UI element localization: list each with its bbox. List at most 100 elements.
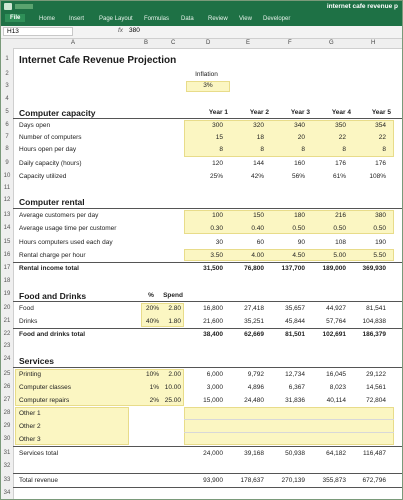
cell-value[interactable]: 5.00 (333, 252, 346, 259)
cell-value[interactable]: 380 (375, 212, 386, 219)
row-header[interactable]: 34 (3, 490, 11, 496)
column-header-b[interactable]: B (144, 40, 149, 46)
function-icon[interactable]: fx (118, 27, 124, 34)
cell-value[interactable]: 4.50 (292, 252, 305, 259)
row-label[interactable]: Other 3 (19, 436, 41, 443)
quick-access-toolbar[interactable] (15, 4, 33, 9)
cell-value[interactable]: 15 (215, 134, 223, 141)
column-header-a[interactable]: A (71, 40, 76, 46)
row-header[interactable]: 2 (5, 71, 9, 77)
rental-input-area-bottom[interactable] (184, 249, 394, 261)
cell-value[interactable]: 150 (253, 212, 264, 219)
cell-value[interactable]: 300 (212, 122, 223, 129)
tab-file[interactable]: File (5, 14, 26, 22)
cell-value[interactable]: 100 (212, 212, 223, 219)
cell-value[interactable]: 22 (338, 134, 346, 141)
tab-page-layout[interactable]: Page Layout (99, 16, 133, 22)
formula-input[interactable]: 380 (129, 27, 140, 34)
row-header[interactable]: 13 (3, 212, 11, 218)
cell-value[interactable]: 3.50 (210, 252, 223, 259)
row-header[interactable]: 32 (3, 463, 11, 469)
spend-value[interactable]: 25.00 (164, 397, 181, 404)
row-header[interactable]: 18 (3, 278, 11, 284)
cell-value[interactable]: 22 (378, 134, 386, 141)
row-label[interactable]: Other 2 (19, 423, 41, 430)
pct-value[interactable]: 2% (149, 397, 159, 404)
tab-data[interactable]: Data (181, 16, 194, 22)
capacity-input-area[interactable] (184, 120, 394, 157)
cell-value[interactable]: 0.50 (373, 225, 386, 232)
column-header-d[interactable]: D (206, 40, 211, 46)
row-header[interactable]: 3 (5, 83, 9, 89)
tab-home[interactable]: Home (39, 16, 56, 22)
spend-value[interactable]: 1.80 (168, 318, 181, 325)
row-header[interactable]: 24 (3, 356, 11, 362)
row-header[interactable]: 26 (3, 384, 11, 390)
spend-value[interactable]: 2.80 (168, 305, 181, 312)
column-header-g[interactable]: G (329, 40, 334, 46)
cell-value[interactable]: 340 (294, 122, 305, 129)
services-input-area[interactable] (15, 369, 184, 406)
row-header[interactable]: 30 (3, 436, 11, 442)
tab-formulas[interactable]: Formulas (144, 16, 170, 22)
tab-developer[interactable]: Developer (263, 16, 291, 22)
cell-value[interactable]: 8 (260, 146, 264, 153)
column-header-c[interactable]: C (171, 40, 176, 46)
cell-value[interactable]: 4.00 (251, 252, 264, 259)
row-header[interactable]: 1 (5, 56, 9, 62)
row-header[interactable]: 28 (3, 410, 11, 416)
row-header[interactable]: 10 (3, 173, 11, 179)
cell-value[interactable]: 8 (382, 146, 386, 153)
row-header[interactable]: 17 (3, 265, 11, 271)
row-header[interactable]: 9 (5, 160, 9, 166)
cell-value[interactable]: 350 (335, 122, 346, 129)
pct-value[interactable]: 1% (149, 384, 159, 391)
food-input-area[interactable] (141, 303, 184, 327)
cell-value[interactable]: 0.50 (333, 225, 346, 232)
spend-value[interactable]: 10.00 (164, 384, 181, 391)
tab-view[interactable]: View (239, 16, 252, 22)
cell-value[interactable]: 18 (256, 134, 264, 141)
column-header-f[interactable]: F (288, 40, 292, 46)
row-header[interactable]: 11 (3, 185, 11, 191)
row-label[interactable]: Printing (19, 371, 42, 378)
row-header[interactable]: 7 (5, 134, 9, 140)
cell-value[interactable]: 216 (335, 212, 346, 219)
row-header[interactable]: 5 (5, 109, 9, 115)
row-header[interactable]: 14 (3, 225, 11, 231)
row-header[interactable]: 15 (3, 239, 11, 245)
cell-value[interactable]: 20 (297, 134, 305, 141)
row-label[interactable]: Other 1 (19, 410, 41, 417)
cell-value[interactable]: 0.30 (210, 225, 223, 232)
cell-value[interactable]: 8 (342, 146, 346, 153)
row-header[interactable]: 23 (3, 343, 11, 349)
cell-value[interactable]: 0.50 (292, 225, 305, 232)
cell-value[interactable]: 320 (253, 122, 264, 129)
cell-value[interactable]: 5.50 (373, 252, 386, 259)
other-values-input-area[interactable] (184, 407, 394, 445)
column-header-e[interactable]: E (246, 40, 251, 46)
tab-insert[interactable]: Insert (69, 16, 85, 22)
row-header[interactable]: 25 (3, 371, 11, 377)
row-header[interactable]: 33 (3, 477, 11, 483)
row-header[interactable]: 16 (3, 252, 11, 258)
pct-value[interactable]: 10% (145, 371, 159, 378)
row-header[interactable]: 4 (5, 96, 9, 102)
rental-input-area-top[interactable] (184, 210, 394, 234)
row-header[interactable]: 6 (5, 122, 9, 128)
pct-value[interactable]: 40% (145, 318, 159, 325)
cell-value[interactable]: 8 (301, 146, 305, 153)
other-labels-input-area[interactable] (15, 407, 129, 445)
cell-value[interactable]: 8 (219, 146, 223, 153)
row-label[interactable]: Computer repairs (19, 397, 70, 404)
row-header[interactable]: 12 (3, 197, 11, 203)
inflation-input-box[interactable] (186, 81, 230, 92)
row-header[interactable]: 20 (3, 305, 11, 311)
row-header[interactable]: 29 (3, 423, 11, 429)
row-label[interactable]: Computer classes (19, 384, 72, 391)
cell-value[interactable]: 0.40 (251, 225, 264, 232)
row-header[interactable]: 27 (3, 397, 11, 403)
cell-value[interactable]: 180 (294, 212, 305, 219)
row-header[interactable]: 21 (3, 318, 11, 324)
row-header[interactable]: 22 (3, 331, 11, 337)
